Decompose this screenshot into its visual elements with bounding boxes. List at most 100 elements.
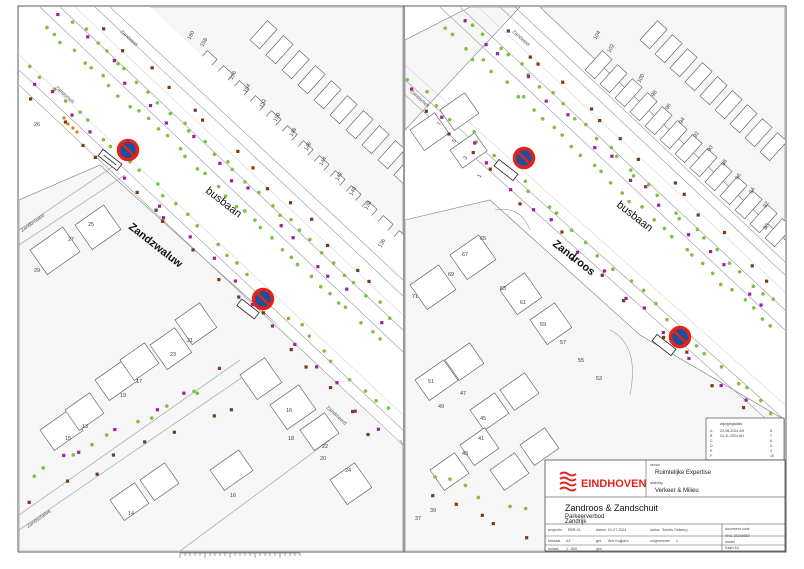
tree-marker [178, 147, 183, 151]
pole-marker [191, 248, 195, 252]
tree-marker [149, 416, 154, 420]
house [684, 62, 713, 92]
pole-marker [150, 66, 154, 70]
house-number: 53 [596, 376, 602, 382]
legend-row-label: D [710, 444, 713, 448]
pole-marker [600, 273, 604, 277]
pole-marker [589, 107, 594, 111]
lamp-post-marker [759, 303, 763, 307]
lamp-post-marker [526, 75, 531, 79]
tree-marker [216, 242, 220, 247]
title-block: EINDHOVEN sector Ruimtelijke Expertise a… [544, 459, 786, 552]
building [459, 427, 500, 466]
tree-marker [203, 171, 207, 176]
tree-marker [116, 61, 120, 66]
no-parking-sign [97, 138, 140, 172]
building [109, 482, 150, 521]
house [599, 64, 628, 94]
tree-marker [608, 181, 613, 185]
tree-marker [37, 75, 42, 80]
pole-marker [741, 406, 746, 410]
special-marker [71, 126, 75, 130]
status-value: Schets Ontwerp [662, 528, 688, 532]
building [449, 234, 497, 280]
pole-marker [454, 502, 458, 506]
house [749, 204, 778, 234]
legend-row-label: B [710, 434, 713, 438]
tree-marker [540, 117, 545, 121]
lamp-post-marker [164, 121, 168, 125]
lamp-post-marker [326, 274, 330, 278]
pole-marker [251, 166, 255, 170]
lamp-post-marker [123, 81, 127, 85]
tree-marker [271, 204, 275, 208]
tree-marker [336, 301, 341, 305]
tree-marker [155, 101, 160, 105]
formaat-label: formaat [548, 539, 560, 543]
lamp-post-marker [291, 236, 295, 240]
house-number: 88 [721, 159, 729, 167]
tree-marker [472, 130, 476, 134]
pole-marker [217, 278, 221, 282]
tree-marker [669, 234, 674, 239]
tree-marker [654, 301, 658, 306]
tree-marker [599, 169, 603, 174]
tree-marker [146, 116, 151, 121]
tree-marker [702, 236, 706, 240]
lamp-post-marker [70, 113, 74, 117]
lamp-post-marker [188, 235, 192, 239]
house [669, 48, 698, 78]
house [313, 80, 342, 110]
tree-marker [405, 77, 410, 82]
house-number: 22 [322, 444, 328, 450]
tree-marker [331, 261, 336, 265]
lamp-post-marker [353, 409, 357, 413]
pole-marker [121, 49, 125, 53]
tree-marker [609, 145, 614, 150]
lamp-post-marker [62, 453, 66, 458]
house-number-layer: 1601581561541521501481461441421401381362… [34, 30, 771, 522]
tree-marker [480, 32, 485, 37]
pole-marker [710, 384, 714, 388]
house [719, 176, 748, 206]
house-number: 59 [540, 322, 546, 328]
tree-marker [719, 365, 724, 369]
lamp-post-marker [182, 391, 186, 395]
pole-marker [536, 62, 540, 66]
map-markers [27, 12, 776, 540]
lamp-post-marker [376, 427, 381, 431]
tree-marker [278, 213, 282, 218]
pole-marker [570, 257, 574, 261]
tree-marker [554, 211, 559, 215]
lamp-post-marker [748, 292, 752, 296]
lamp-post-marker [440, 115, 444, 119]
pole-marker [618, 137, 622, 141]
tree-marker [183, 121, 187, 126]
house-number: 86 [735, 173, 743, 181]
lamp-post-marker [686, 233, 691, 237]
tree-marker [72, 48, 77, 53]
tree-marker [629, 279, 634, 283]
tree-marker [595, 254, 600, 258]
lamp-post-marker [148, 103, 153, 108]
tree-marker [156, 182, 160, 186]
tree-marker [45, 25, 49, 30]
house [393, 155, 403, 185]
tree-marker [160, 193, 165, 198]
pole-marker [662, 335, 666, 340]
volgnummer-label: volgnummer [650, 539, 671, 543]
pole-marker [366, 432, 370, 437]
house-number: 150 [273, 112, 283, 123]
tree-marker [319, 250, 324, 255]
legend-row-rev: 10 [770, 454, 774, 458]
house-number: 138 [364, 200, 374, 211]
building [139, 462, 180, 501]
house-number: 5 [452, 138, 459, 144]
building-block [405, 7, 521, 131]
tree-marker [690, 253, 694, 257]
legend-row-rev: 6 [770, 439, 772, 443]
building [449, 132, 488, 169]
legend-row-rev: 7 [770, 434, 772, 438]
docnr-value: VKG-20240060 [725, 534, 750, 538]
